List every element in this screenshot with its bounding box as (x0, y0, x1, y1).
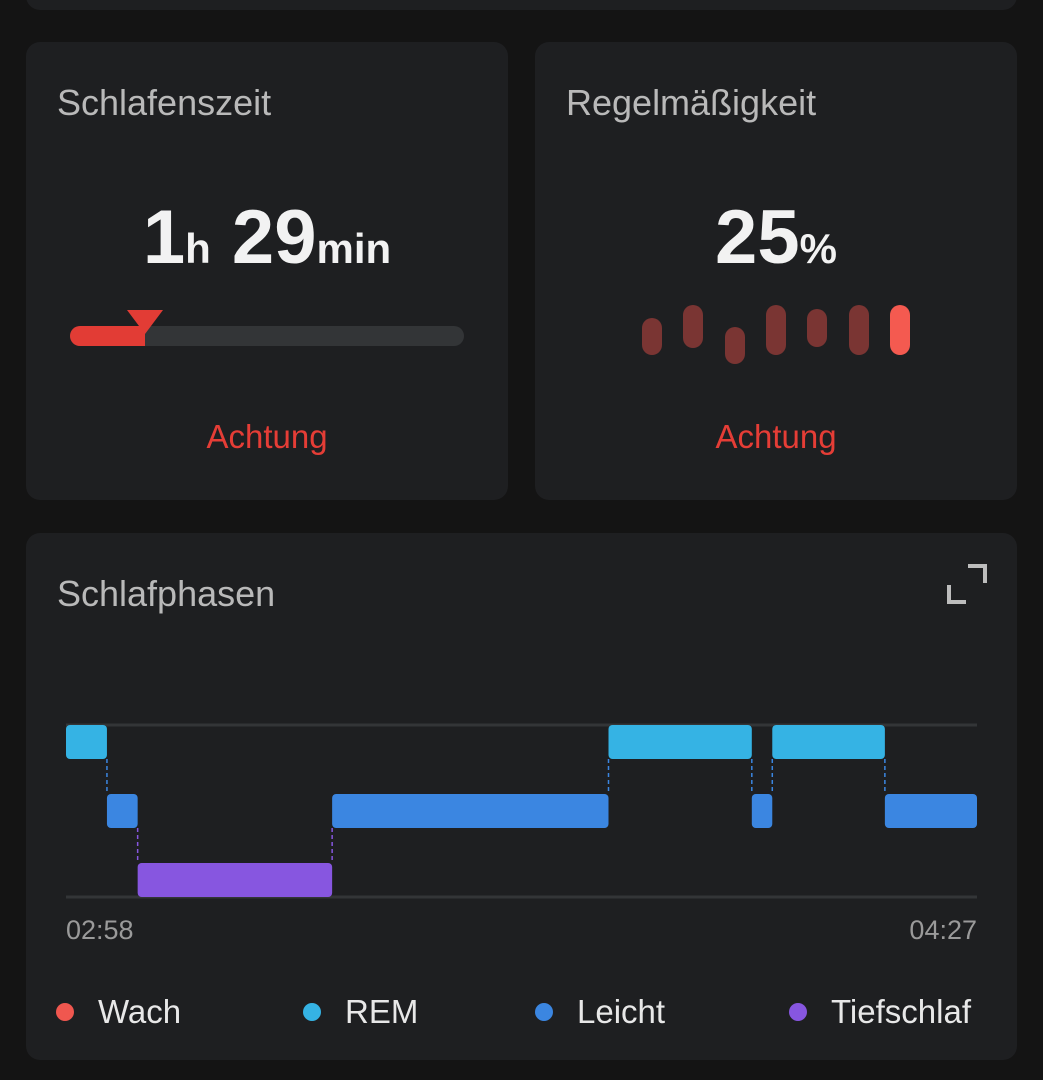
segment-tiefschlaf (137, 863, 333, 897)
segment-leicht (884, 794, 977, 828)
axis-end-label: 04:27 (909, 915, 977, 945)
segment-rem (66, 725, 107, 759)
legend-dot (789, 1003, 807, 1021)
regularity-day-bar (724, 327, 745, 364)
segment-leicht (751, 794, 773, 828)
sleep-time-progress (70, 326, 464, 346)
legend-dot (535, 1003, 553, 1021)
status-label: Achtung (715, 418, 837, 455)
legend-rem: REM (303, 993, 418, 1031)
regularity-day-bar (889, 305, 910, 355)
legend-dot (56, 1003, 74, 1021)
status-label: Achtung (206, 418, 328, 455)
regularity-day-bar (642, 318, 662, 355)
regularity-day-bar (807, 309, 828, 347)
card-title: Schlafphasen (57, 573, 276, 614)
axis-start-label: 02:58 (66, 915, 134, 945)
segment-leicht (106, 794, 138, 828)
regularity-card[interactable]: Regelmäßigkeit 25% Achtung (535, 42, 1017, 500)
marker-triangle-icon (126, 310, 163, 334)
regularity-day-bar (683, 305, 704, 348)
sleep-phases-chart (66, 723, 977, 899)
regularity-value: 25% (715, 195, 837, 280)
expand-icon[interactable] (946, 563, 988, 605)
sleep-time-card[interactable]: Schlafenszeit 1h 29min Achtung (26, 42, 508, 500)
legend-dot (303, 1003, 321, 1021)
progress-fill (70, 326, 145, 346)
legend-wach: Wach (56, 993, 181, 1031)
regularity-day-bar (848, 305, 869, 355)
legend-leicht: Leicht (535, 993, 665, 1031)
card-title: Schlafenszeit (57, 82, 272, 123)
regularity-day-bar (765, 305, 786, 355)
top-card-partial (26, 0, 1017, 10)
segment-rem (608, 725, 752, 759)
sleep-duration: 1h 29min (142, 195, 392, 280)
sleep-phases-card: Schlafphasen 02:58 04:27 Wach REM Leicht… (26, 533, 1017, 1060)
segment-leicht (332, 794, 609, 828)
legend-tiefschlaf: Tiefschlaf (789, 993, 971, 1031)
segment-rem (772, 725, 885, 759)
card-title: Regelmäßigkeit (566, 82, 817, 123)
